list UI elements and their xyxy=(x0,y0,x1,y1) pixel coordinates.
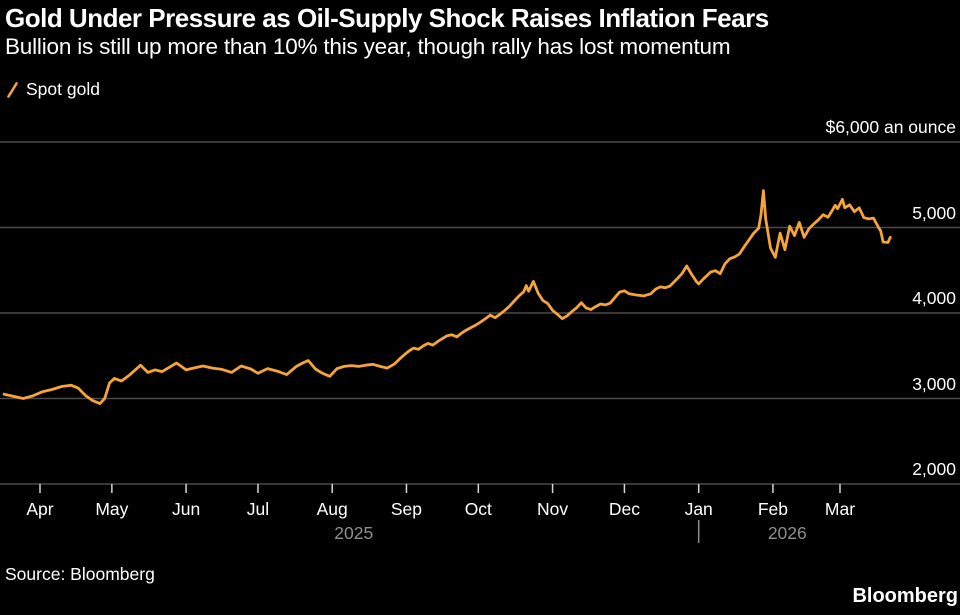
source-note: Source: Bloomberg xyxy=(5,564,155,584)
legend-series-label: Spot gold xyxy=(26,79,100,99)
bloomberg-logo: Bloomberg xyxy=(852,585,958,607)
legend-slash-icon xyxy=(7,81,18,98)
page-subtitle: Bullion is still up more than 10% this y… xyxy=(5,34,731,59)
spot-gold-price-line xyxy=(2,189,892,406)
legend-line-swatch-icon xyxy=(6,81,19,99)
legend: Spot gold xyxy=(6,79,100,100)
page-title: Gold Under Pressure as Oil-Supply Shock … xyxy=(5,3,769,33)
